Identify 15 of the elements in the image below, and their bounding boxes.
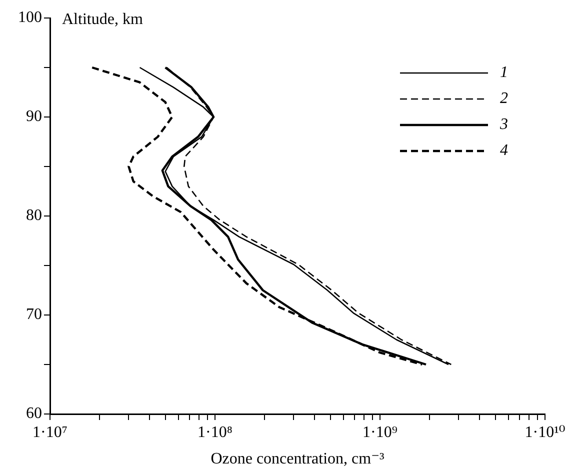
y-tick-label: 80 [26,207,42,224]
x-tick-label: 1·10⁸ [198,424,232,441]
text: 4 [500,142,508,160]
y-tick-label: 70 [26,306,42,324]
text: 1 [500,64,508,82]
text: 2 [500,90,508,108]
y-tick-label: 60 [26,405,42,422]
y-tick-label: 100 [18,9,42,26]
x-axis-title: Ozone concentration, cm⁻³ [210,450,385,468]
y-axis-title: Altitude, km [62,11,144,28]
x-tick-label: 1·10⁹ [362,424,398,441]
text: 3 [499,116,508,134]
x-tick-label: 1·10⁷ [32,424,68,441]
y-tick-label: 90 [26,108,42,126]
x-tick-label: 1·10¹⁰ [524,424,566,441]
